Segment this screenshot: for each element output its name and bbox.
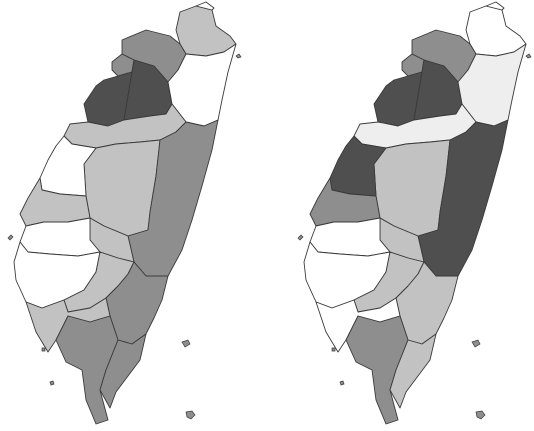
islet-west [7,234,14,241]
region-pingtung [55,315,119,425]
region-pingtung [345,315,409,425]
islet-north [525,53,532,59]
right-map [297,1,532,425]
region-keelung-coast [195,1,215,11]
region-taitung-south [99,333,147,409]
islet-east-2 [185,410,196,420]
islet-coast-2 [49,380,55,386]
region-taitung-south [389,333,437,409]
islet-east-1 [471,339,481,348]
islet-west [297,234,304,241]
islet-east-2 [475,410,486,420]
islet-coast-1 [331,347,336,352]
islet-east-1 [181,339,191,348]
islet-coast-2 [339,380,345,386]
region-taipei-area [465,5,527,57]
islet-coast-1 [41,347,46,352]
left-map [7,1,242,425]
region-keelung-coast [485,1,505,11]
islet-north [235,53,242,59]
region-hualien [127,119,219,277]
region-taipei-area [175,5,237,57]
region-hualien [417,119,509,277]
